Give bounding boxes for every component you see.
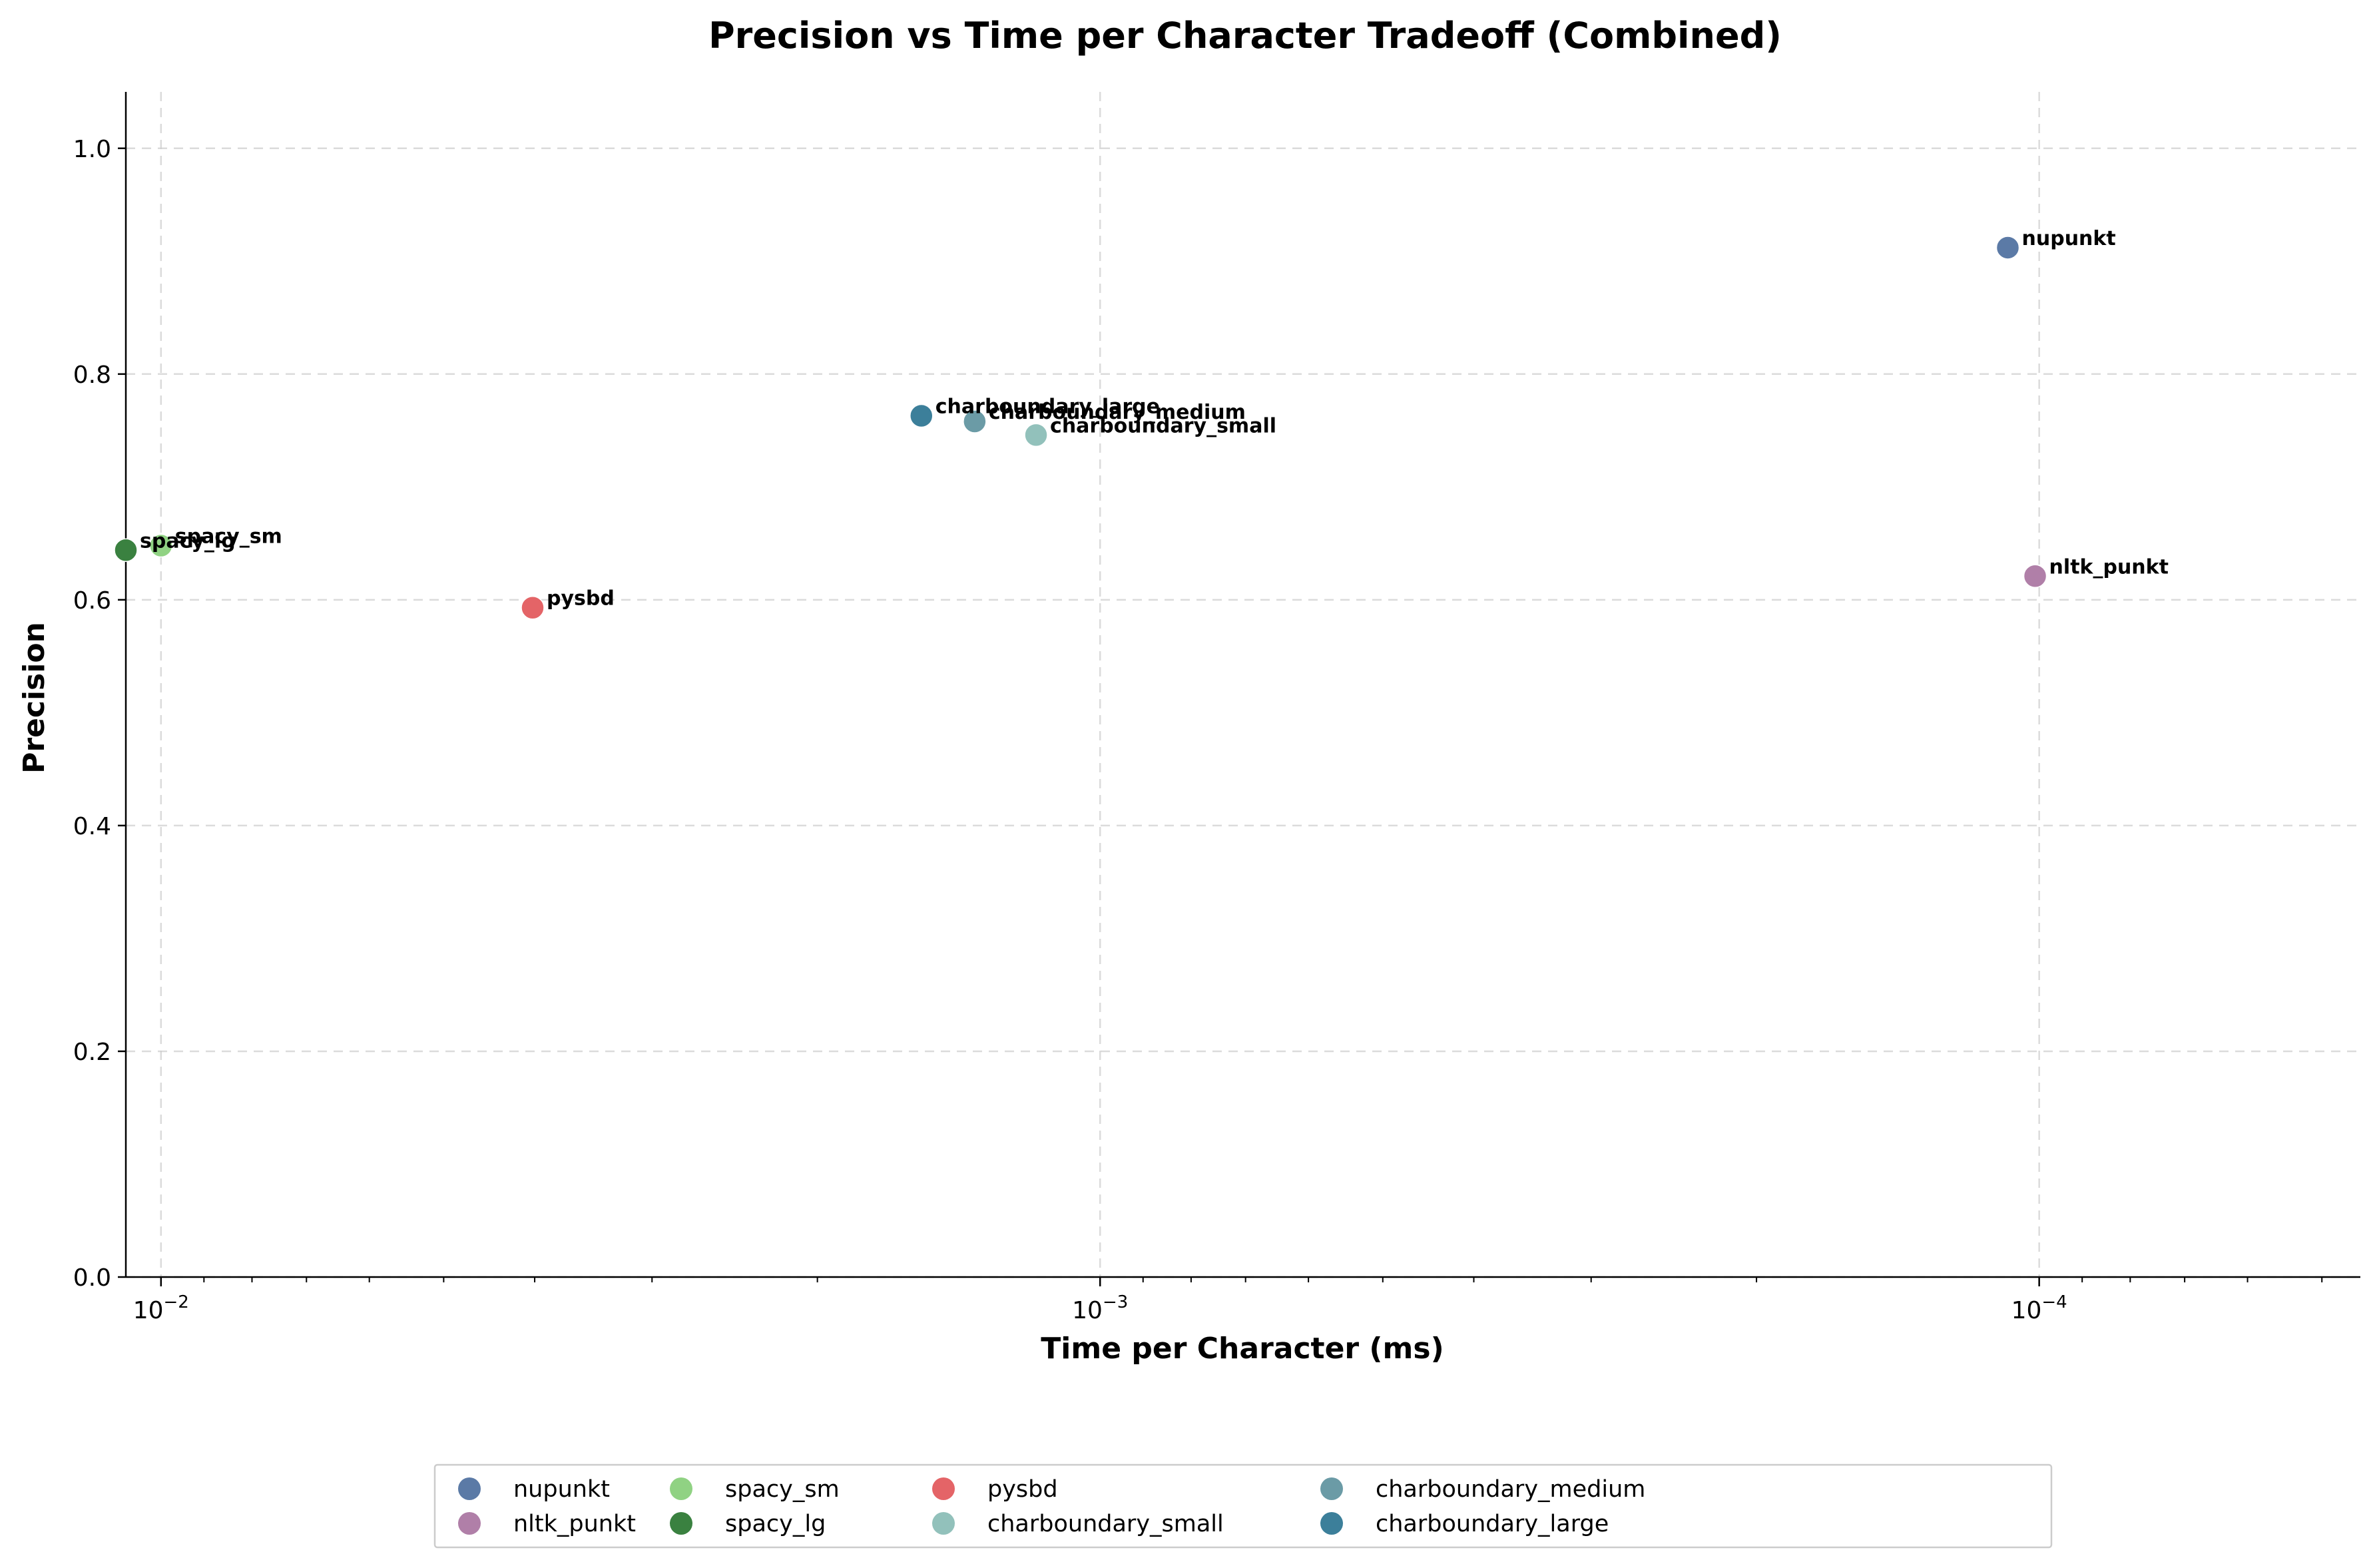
point-nupunkt — [1995, 236, 2020, 260]
grid-lines — [126, 92, 2360, 1278]
legend-frame — [433, 1463, 2053, 1549]
legend-marker-charboundary-medium — [1320, 1477, 1343, 1500]
y-ticks: 0.0 0.2 0.4 0.6 0.8 1.0 — [73, 136, 126, 1292]
legend-marker-charboundary-large — [1320, 1512, 1343, 1535]
x-tick-label: 10−3 — [1072, 1292, 1128, 1324]
point-label-nltk-punkt: nltk_punkt — [2049, 555, 2169, 579]
data-points — [114, 236, 2047, 620]
point-spacy-lg — [114, 538, 138, 563]
x-tick-label: 10−4 — [2011, 1292, 2067, 1324]
point-pysbd — [521, 595, 545, 620]
point-spacy-sm — [149, 533, 173, 558]
legend-label-pysbd: pysbd — [987, 1476, 1058, 1503]
y-axis-label: Precision — [17, 622, 51, 774]
legend-label-spacy-lg: spacy_lg — [725, 1511, 826, 1537]
point-label-charboundary-small: charboundary_small — [1050, 414, 1276, 437]
x-axis-label: Time per Character (ms) — [1041, 1332, 1444, 1366]
legend-marker-nupunkt — [458, 1477, 481, 1500]
chart-title: Precision vs Time per Character Tradeoff… — [708, 15, 1782, 57]
legend-marker-pysbd — [932, 1477, 955, 1500]
legend-label-spacy-sm: spacy_sm — [725, 1476, 840, 1503]
point-label-charboundary-large: charboundary_large — [935, 395, 1160, 419]
legend-marker-charboundary-small — [932, 1512, 955, 1535]
legend-marker-spacy-lg — [670, 1512, 692, 1535]
y-tick-label: 0.4 — [73, 813, 111, 840]
point-label-nupunkt: nupunkt — [2022, 227, 2116, 250]
point-charboundary-large — [910, 403, 933, 428]
x-tick-label: 10−2 — [133, 1292, 189, 1324]
y-tick-label: 0.8 — [73, 362, 111, 389]
legend-label-charboundary-medium: charboundary_medium — [1376, 1476, 1645, 1503]
y-tick-label: 0.6 — [73, 587, 111, 615]
legend-label-charboundary-large: charboundary_large — [1376, 1511, 1609, 1537]
legend-label-nupunkt: nupunkt — [513, 1476, 610, 1503]
y-tick-label: 1.0 — [73, 136, 111, 163]
point-label-spacy-sm: spacy_sm — [175, 525, 282, 548]
y-tick-label: 0.2 — [73, 1039, 111, 1066]
point-label-spacy-lg: spacy_lg — [140, 529, 236, 553]
legend: nupunkt nltk_punkt spacy_sm spacy_lg pysbd ch… — [433, 1463, 2053, 1549]
legend-label-nltk-punkt: nltk_punkt — [513, 1511, 636, 1537]
point-label-charboundary-medium: charboundary_medium — [989, 401, 1246, 424]
point-nltk-punkt — [2023, 564, 2047, 589]
point-charboundary-medium — [963, 409, 987, 433]
axes — [125, 92, 2360, 1278]
legend-label-charboundary-small: charboundary_small — [987, 1511, 1224, 1537]
legend-marker-nltk-punkt — [458, 1512, 481, 1535]
y-tick-label: 0.0 — [73, 1264, 111, 1292]
point-charboundary-small — [1024, 423, 1048, 447]
x-ticks: 10−2 10−3 10−4 — [133, 1277, 2323, 1324]
point-label-pysbd: pysbd — [547, 587, 615, 611]
legend-marker-spacy-sm — [670, 1477, 692, 1500]
